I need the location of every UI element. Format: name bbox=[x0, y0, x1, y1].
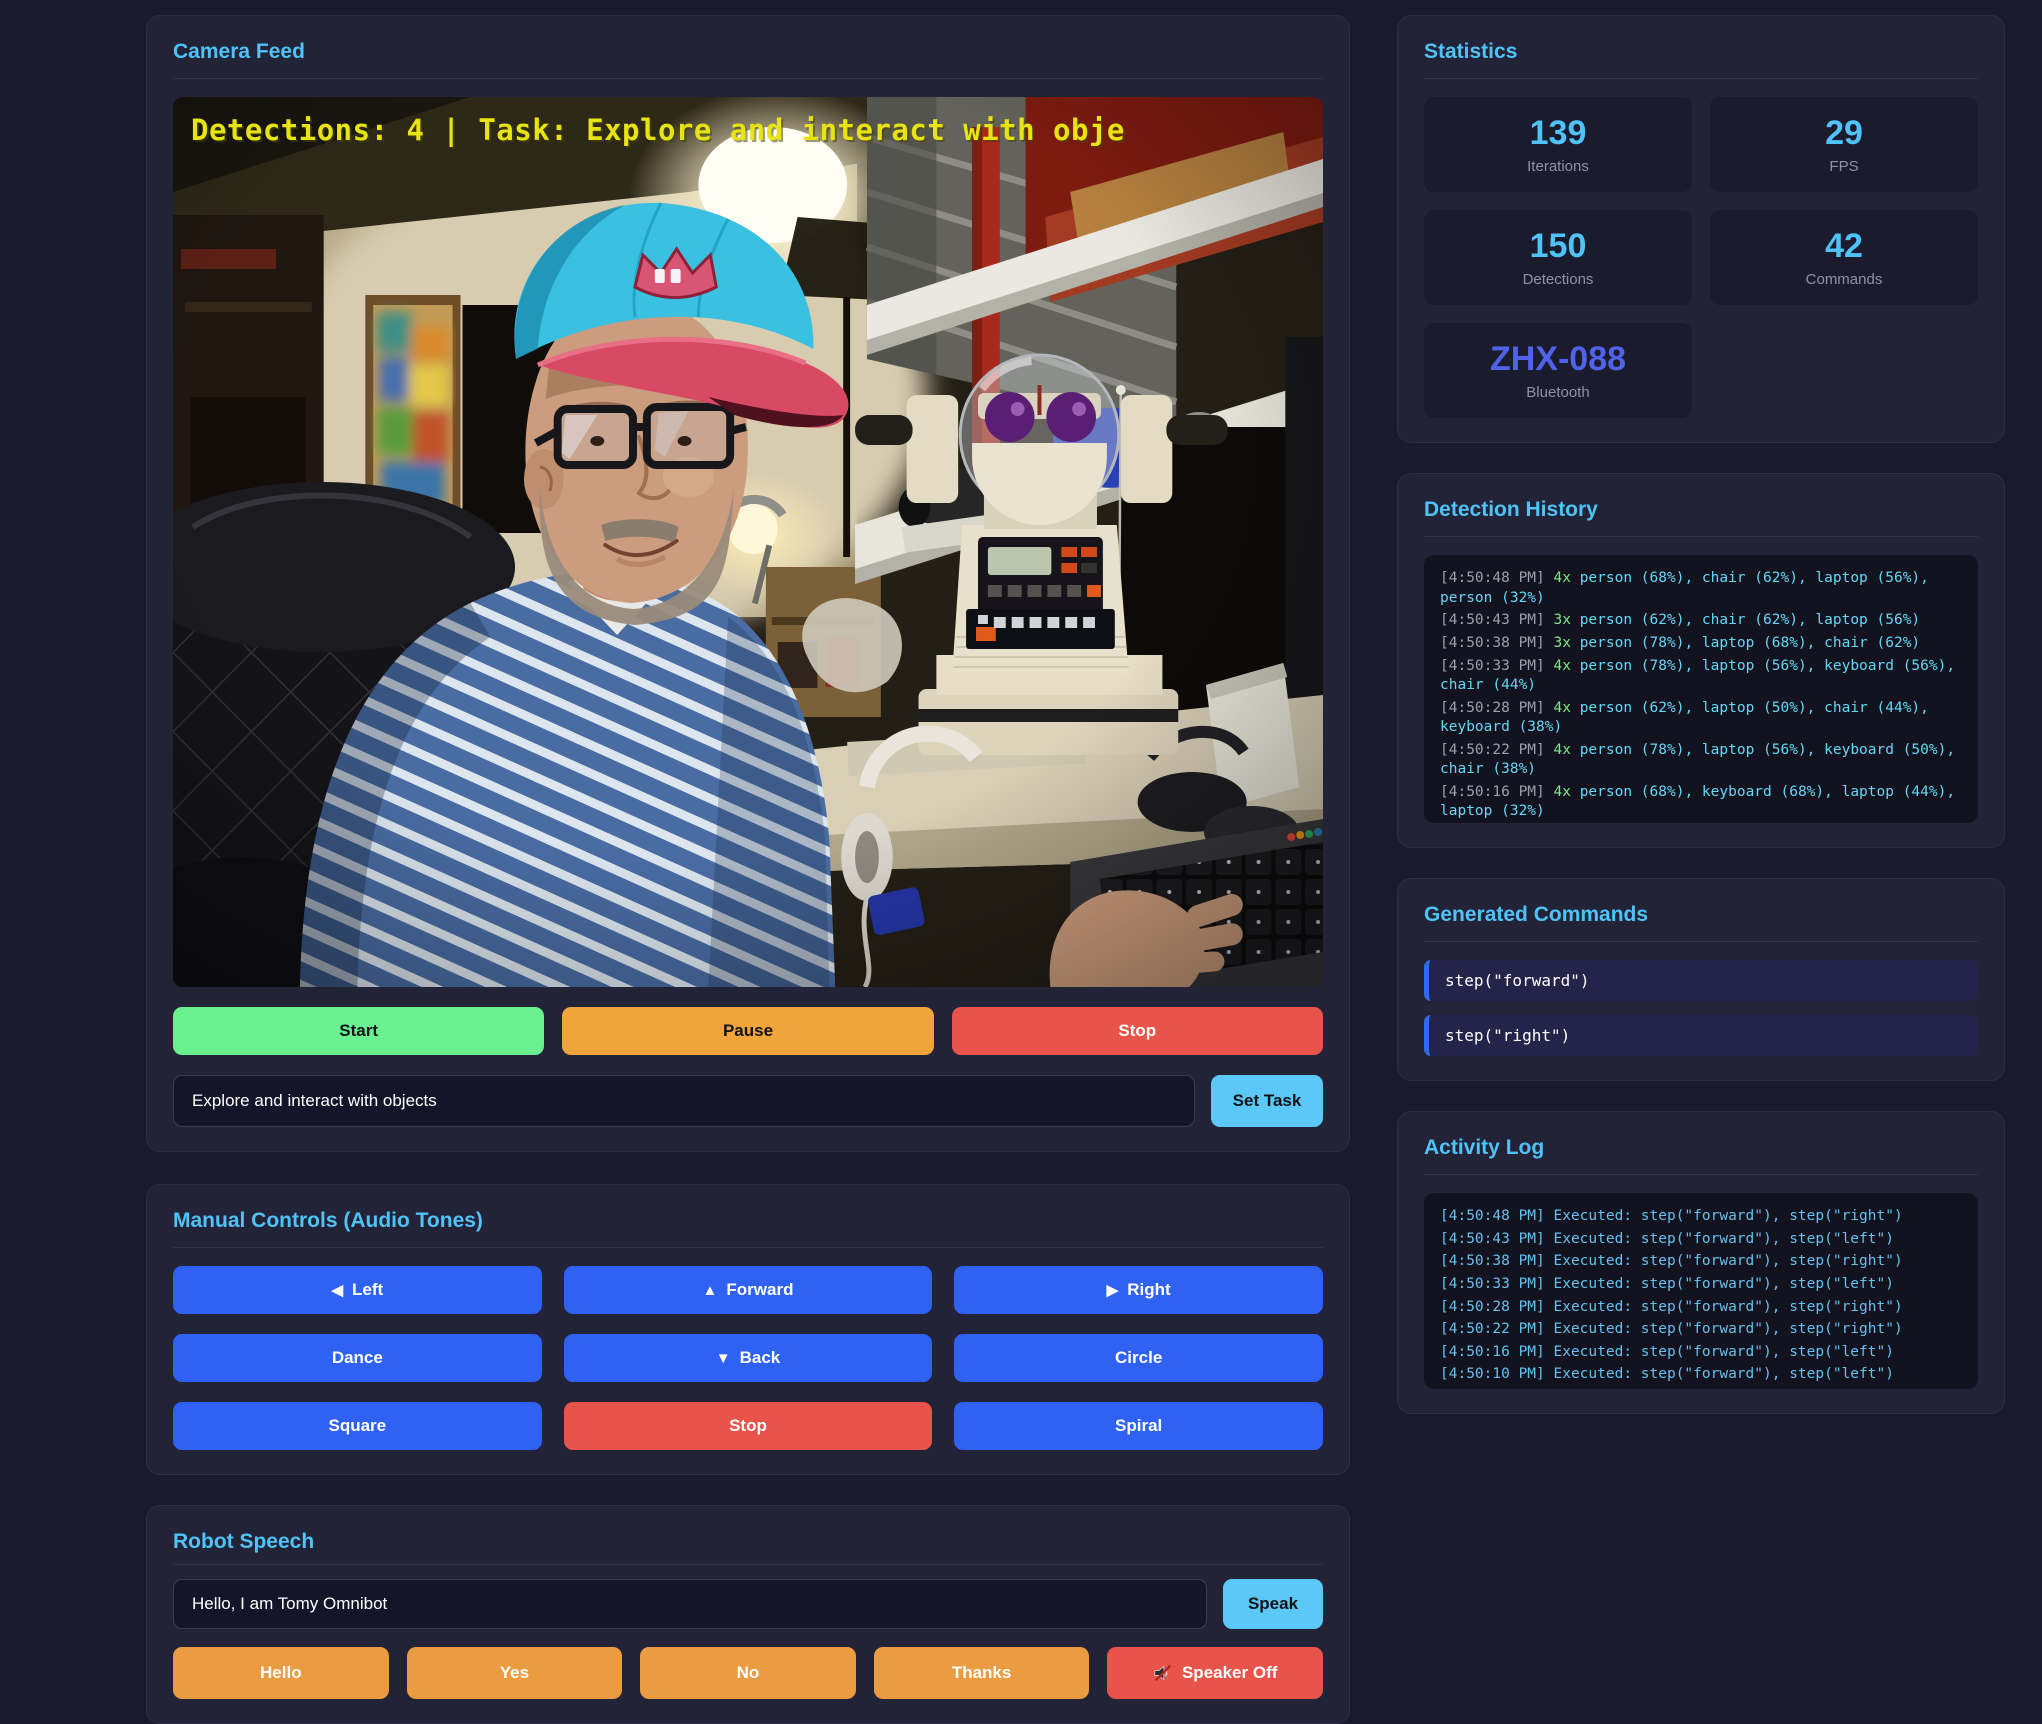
quick-phrases-grid: Hello Yes No Thanks Speaker Off bbox=[173, 1647, 1323, 1699]
dance-button[interactable]: Dance bbox=[173, 1334, 542, 1382]
log-entry: [4:50:43 PM] Executed: step("forward"), … bbox=[1440, 1230, 1894, 1247]
detection-entry: [4:50:33 PM] 4x person (78%), laptop (56… bbox=[1440, 657, 1956, 694]
log-entry: [4:50:38 PM] Executed: step("forward"), … bbox=[1440, 1253, 1903, 1270]
command-row: step("right") bbox=[1424, 1015, 1978, 1057]
speaker-muted-icon bbox=[1154, 1664, 1172, 1682]
main-column: Camera Feed bbox=[146, 15, 1350, 1724]
yes-button[interactable]: Yes bbox=[406, 1647, 623, 1699]
down-arrow-icon: ▼ bbox=[715, 1349, 731, 1367]
robot-speech-panel: Robot Speech Speak Hello Yes No Thanks S… bbox=[146, 1505, 1350, 1724]
robot-speech-title: Robot Speech bbox=[173, 1530, 1323, 1565]
detection-entry: [4:50:43 PM] 3x person (62%), chair (62%… bbox=[1440, 612, 1921, 629]
activity-log-console[interactable]: [4:50:48 PM] Executed: step("forward"), … bbox=[1424, 1193, 1978, 1390]
manual-controls-grid: ◀ Left ▲ Forward ▶ Right Dance ▼ Back Circle… bbox=[173, 1266, 1323, 1450]
stat-fps-label: FPS bbox=[1829, 158, 1859, 176]
detection-entry: [4:50:48 PM] 4x person (68%), chair (62%… bbox=[1440, 570, 1929, 606]
circle-button[interactable]: Circle bbox=[954, 1334, 1323, 1382]
log-entry: [4:50:28 PM] Executed: step("forward"), … bbox=[1440, 1298, 1903, 1315]
stat-iterations-value: 139 bbox=[1529, 114, 1587, 152]
statistics-title: Statistics bbox=[1424, 40, 1978, 79]
sidebar-column: Statistics 139 Iterations 29 FPS 150 Det… bbox=[1397, 15, 2005, 1415]
speech-input-row: Speak bbox=[173, 1579, 1323, 1629]
speech-input[interactable] bbox=[173, 1579, 1207, 1629]
stat-detections-label: Detections bbox=[1522, 271, 1594, 289]
pause-button[interactable]: Pause bbox=[562, 1007, 934, 1055]
forward-button[interactable]: ▲ Forward bbox=[563, 1266, 933, 1314]
right-button[interactable]: ▶ Right bbox=[954, 1266, 1323, 1314]
stop-button[interactable]: Stop bbox=[951, 1007, 1323, 1055]
hello-button[interactable]: Hello bbox=[173, 1647, 389, 1699]
left-button[interactable]: ◀ Left bbox=[173, 1266, 542, 1314]
statistics-panel: Statistics 139 Iterations 29 FPS 150 Det… bbox=[1397, 15, 2005, 444]
back-button[interactable]: ▼ Back bbox=[563, 1334, 933, 1382]
camera-feed-panel: Camera Feed bbox=[146, 15, 1350, 1152]
command-row: step("forward") bbox=[1424, 960, 1978, 1002]
activity-log-title: Activity Log bbox=[1424, 1136, 1978, 1176]
generated-commands-panel: Generated Commands step("forward") step(… bbox=[1397, 878, 2005, 1082]
spiral-button[interactable]: Spiral bbox=[954, 1402, 1323, 1450]
log-entry: [4:50:33 PM] Executed: step("forward"), … bbox=[1440, 1275, 1894, 1292]
camera-feed-title: Camera Feed bbox=[173, 40, 1323, 79]
log-entry: [4:50:16 PM] Executed: step("forward"), … bbox=[1440, 1343, 1894, 1360]
no-button[interactable]: No bbox=[640, 1647, 856, 1699]
detection-history-title: Detection History bbox=[1424, 498, 1978, 538]
up-arrow-icon: ▲ bbox=[702, 1281, 718, 1299]
speak-button[interactable]: Speak bbox=[1223, 1579, 1323, 1629]
detection-entry: [4:50:28 PM] 4x person (62%), laptop (50… bbox=[1440, 699, 1929, 736]
generated-commands-title: Generated Commands bbox=[1424, 903, 1978, 943]
detection-overlay-text: Detections: 4 | Task: Explore and intera… bbox=[191, 113, 1125, 147]
stat-iterations: 139 Iterations bbox=[1424, 97, 1692, 193]
log-entry: [4:50:48 PM] Executed: step("forward"), … bbox=[1440, 1208, 1903, 1225]
detection-entry: [4:50:16 PM] 4x person (68%), keyboard (… bbox=[1440, 783, 1956, 820]
stat-commands: 42 Commands bbox=[1710, 210, 1978, 306]
stat-bluetooth-label: Bluetooth bbox=[1526, 384, 1590, 402]
activity-log-panel: Activity Log [4:50:48 PM] Executed: step… bbox=[1397, 1111, 2005, 1415]
stat-fps-value: 29 bbox=[1825, 114, 1863, 152]
start-button[interactable]: Start bbox=[173, 1007, 545, 1055]
detection-entry: [4:50:38 PM] 3x person (78%), laptop (68… bbox=[1440, 634, 1921, 651]
stat-bluetooth-value: ZHX-088 bbox=[1489, 340, 1627, 379]
thanks-button[interactable]: Thanks bbox=[873, 1647, 1090, 1699]
square-button[interactable]: Square bbox=[173, 1402, 542, 1450]
detection-history-panel: Detection History [4:50:48 PM] 4x person… bbox=[1397, 473, 2005, 849]
stat-iterations-label: Iterations bbox=[1527, 158, 1589, 176]
camera-photo bbox=[173, 97, 1323, 987]
manual-controls-title: Manual Controls (Audio Tones) bbox=[173, 1209, 1323, 1248]
left-arrow-icon: ◀ bbox=[331, 1282, 344, 1299]
speaker-off-button[interactable]: Speaker Off bbox=[1107, 1647, 1323, 1699]
stat-commands-label: Commands bbox=[1805, 271, 1883, 289]
set-task-button[interactable]: Set Task bbox=[1211, 1075, 1323, 1127]
camera-video-frame: Detections: 4 | Task: Explore and intera… bbox=[173, 97, 1323, 987]
stat-fps: 29 FPS bbox=[1710, 97, 1978, 193]
stat-detections-value: 150 bbox=[1529, 227, 1587, 266]
statistics-grid: 139 Iterations 29 FPS 150 Detections 42 … bbox=[1424, 97, 1978, 419]
stat-commands-value: 42 bbox=[1825, 227, 1863, 266]
manual-controls-panel: Manual Controls (Audio Tones) ◀ Left ▲ For… bbox=[146, 1184, 1350, 1475]
task-row: Set Task bbox=[173, 1075, 1323, 1127]
log-entry: [4:50:10 PM] Executed: step("forward"), … bbox=[1440, 1366, 1894, 1383]
log-entry: [4:50:22 PM] Executed: step("forward"), … bbox=[1440, 1321, 1903, 1338]
manual-stop-button[interactable]: Stop bbox=[563, 1402, 933, 1450]
camera-controls: Start Pause Stop bbox=[173, 1007, 1323, 1055]
detection-entry: [4:50:22 PM] 4x person (78%), laptop (56… bbox=[1440, 741, 1956, 778]
stat-detections: 150 Detections bbox=[1424, 210, 1692, 306]
stat-bluetooth: ZHX-088 Bluetooth bbox=[1424, 323, 1692, 419]
right-arrow-icon: ▶ bbox=[1106, 1282, 1119, 1299]
task-input[interactable] bbox=[173, 1075, 1195, 1127]
detection-history-console[interactable]: [4:50:48 PM] 4x person (68%), chair (62%… bbox=[1424, 555, 1978, 824]
